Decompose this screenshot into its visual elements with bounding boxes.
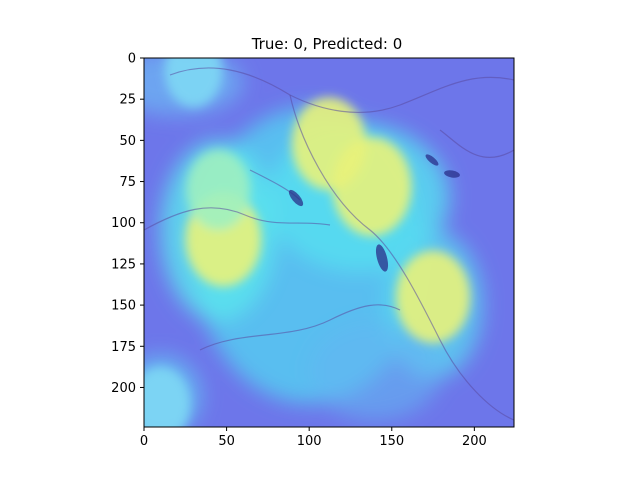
y-tick-label: 200 (111, 381, 136, 396)
heatmap-hotspot (164, 58, 223, 108)
heatmap-hotspot (144, 366, 191, 427)
cell-structure-lines (144, 67, 514, 421)
y-tick-label: 125 (111, 257, 136, 272)
cell-nuclei (288, 154, 460, 272)
heatmap-hotspot (186, 149, 251, 230)
heatmap-image (144, 58, 514, 427)
y-tick-label: 175 (111, 340, 136, 355)
x-axis: 0 50 100 150 200 (140, 427, 487, 449)
y-tick-label: 150 (111, 299, 136, 314)
x-tick-label: 150 (379, 434, 404, 449)
heatmap-hotspot (291, 97, 367, 190)
x-tick-label: 50 (218, 434, 235, 449)
y-tick-label: 25 (119, 93, 136, 108)
y-tick-label: 50 (119, 134, 136, 149)
heatmap-hotspot (395, 250, 471, 344)
plot-frame (143, 57, 515, 428)
y-tick-label: 0 (128, 52, 136, 67)
y-tick-label: 75 (119, 175, 136, 190)
chart-title: True: 0, Predicted: 0 (251, 35, 403, 53)
y-tick-label: 100 (111, 216, 136, 231)
x-tick-label: 0 (140, 434, 148, 449)
x-tick-label: 100 (297, 434, 322, 449)
y-axis: 0 25 50 75 100 125 150 175 200 (111, 52, 144, 396)
x-tick-label: 200 (462, 434, 487, 449)
